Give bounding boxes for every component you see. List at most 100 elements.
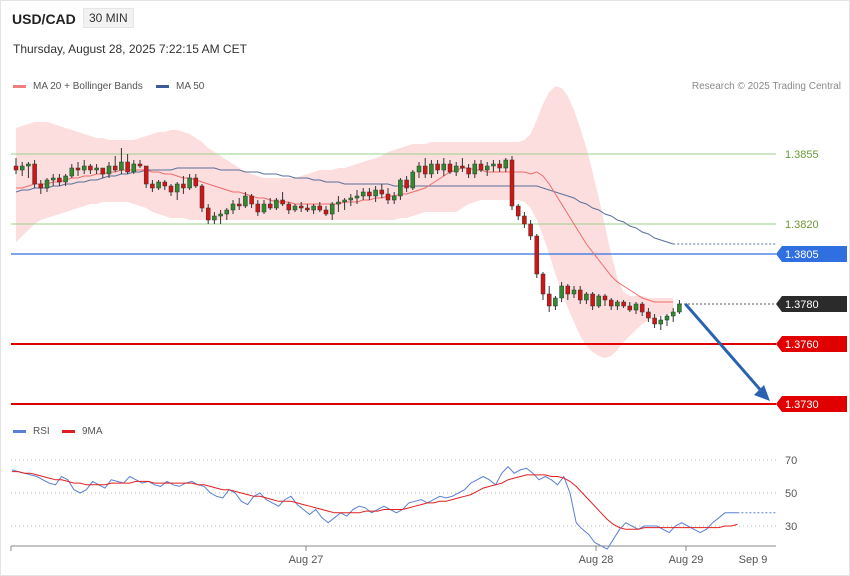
candle-body — [50, 177, 56, 181]
legend-rsi-ma: 9MA — [62, 426, 103, 437]
candle-body — [410, 171, 416, 189]
x-tick-label: Aug 28 — [579, 554, 614, 566]
candle-body — [224, 209, 230, 215]
rsi-line — [11, 465, 738, 550]
legend-rsi: RSI — [13, 426, 50, 437]
level-tag-1.3730 — [776, 396, 847, 412]
candle-body — [317, 205, 323, 211]
candle-body — [596, 295, 602, 307]
candle-body — [639, 303, 645, 313]
candle-body — [26, 163, 31, 167]
candle-body — [646, 311, 651, 319]
candle-body — [348, 197, 354, 201]
x-tick-label: Sep 9 — [739, 554, 768, 566]
candle-body — [137, 163, 143, 167]
candle-body — [429, 163, 434, 175]
candle-body — [398, 179, 403, 197]
candle-body — [143, 165, 149, 185]
candle-body — [422, 165, 428, 175]
candle-body — [112, 165, 118, 171]
candle-body — [336, 201, 341, 205]
level-tag-1.3805 — [776, 246, 847, 262]
candle-body — [522, 215, 527, 225]
candle-body — [305, 207, 310, 211]
x-tick-label: Aug 27 — [289, 554, 324, 566]
candle-body — [88, 165, 93, 171]
candle-body — [621, 301, 626, 307]
level-label-1.3730: 1.3730 — [785, 399, 819, 411]
candle-body — [249, 195, 254, 205]
candle-body — [509, 159, 515, 207]
candle-body — [528, 223, 533, 237]
candle-body — [69, 167, 75, 177]
rsi-tick-30: 30 — [785, 521, 797, 533]
candle-body — [100, 167, 106, 175]
candle-body — [119, 161, 124, 171]
candle-body — [515, 205, 521, 217]
rsi-tick-70: 70 — [785, 455, 797, 467]
candle-body — [311, 205, 316, 211]
candle-body — [447, 163, 453, 173]
candle-body — [44, 179, 50, 189]
candle-body — [633, 303, 639, 311]
candle-body — [212, 215, 217, 221]
level-tag-1.3780 — [776, 296, 847, 312]
candle-body — [546, 293, 552, 307]
candle-body — [379, 189, 385, 195]
candle-body — [615, 301, 620, 307]
level-label-1.3855: 1.3855 — [785, 149, 819, 161]
candle-body — [63, 175, 68, 183]
candle-body — [577, 289, 583, 301]
candle-body — [125, 161, 130, 173]
candle-body — [360, 191, 366, 197]
candle-body — [652, 317, 657, 325]
rsi-tick-50: 50 — [785, 488, 797, 500]
candle-body — [460, 165, 465, 169]
candle-body — [534, 235, 540, 275]
timeframe-button[interactable]: 30 MIN — [83, 8, 134, 28]
rsi-ma-line — [12, 471, 738, 530]
candle-body — [267, 203, 273, 209]
forecast-arrow-head — [754, 385, 770, 401]
rsi-ma-swatch — [62, 430, 75, 433]
candle-body — [354, 195, 360, 199]
legend-ma20: MA 20 + Bollinger Bands — [13, 81, 143, 92]
ma20-swatch — [13, 85, 26, 88]
candle-body — [391, 195, 397, 201]
level-tag-1.3760 — [776, 336, 847, 352]
candle-body — [57, 177, 62, 183]
candle-body — [168, 185, 174, 193]
candle-body — [298, 205, 304, 209]
candle-body — [81, 165, 87, 171]
legend-ma20-label: MA 20 + Bollinger Bands — [33, 81, 143, 92]
candle-body — [385, 193, 391, 201]
candle-body — [677, 303, 682, 313]
candle-body — [174, 183, 180, 193]
candle-body — [373, 189, 378, 197]
candle-body — [218, 213, 223, 217]
candle-body — [230, 203, 236, 211]
candle-body — [627, 305, 633, 311]
candle-body — [13, 165, 19, 171]
candle-body — [367, 191, 372, 197]
candle-body — [236, 203, 242, 207]
level-label-1.3760: 1.3760 — [785, 339, 819, 351]
forecast-arrow-line — [684, 303, 766, 395]
candle-body — [187, 177, 192, 189]
rsi-swatch — [13, 430, 26, 433]
candle-body — [503, 159, 509, 169]
candle-body — [553, 297, 558, 307]
legend-rsi-label: RSI — [33, 426, 50, 437]
candle-body — [602, 295, 608, 301]
candle-body — [497, 163, 502, 169]
candle-body — [261, 203, 267, 213]
candle-body — [571, 289, 577, 295]
level-label-1.3780: 1.3780 — [785, 299, 819, 311]
level-label-1.3805: 1.3805 — [785, 249, 819, 261]
candle-body — [472, 163, 478, 175]
candle-body — [286, 203, 292, 211]
candle-body — [491, 163, 496, 167]
candle-body — [150, 183, 155, 189]
candle-body — [478, 163, 484, 171]
